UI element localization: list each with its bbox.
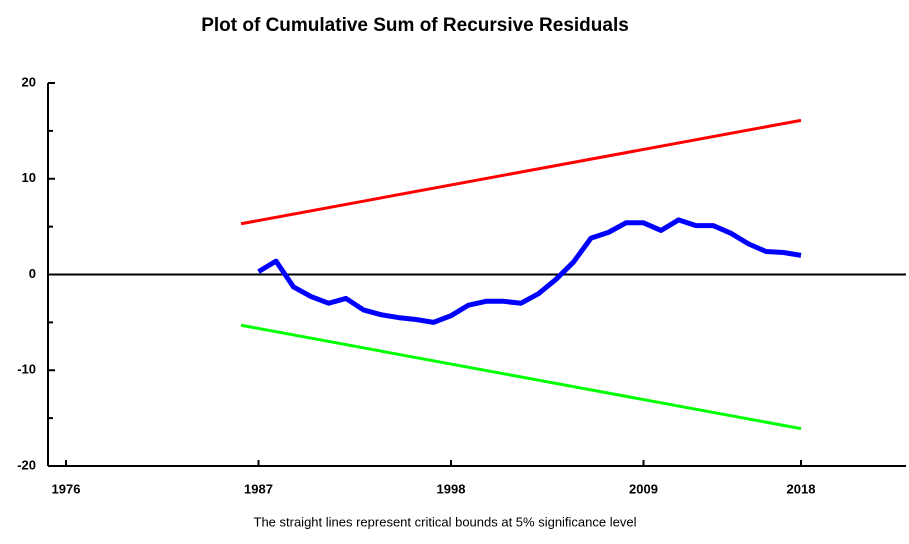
series-line [257, 217, 802, 325]
chart-title: Plot of Cumulative Sum of Recursive Resi… [201, 15, 629, 36]
y-tick-label: 20 [22, 74, 36, 89]
x-tick-label: 2018 [787, 481, 816, 496]
y-tick-label: -10 [17, 362, 36, 377]
y-tick-label: 10 [22, 170, 36, 185]
x-tick-label: 1976 [52, 481, 81, 496]
series-line [240, 323, 802, 431]
y-tick-label: 0 [29, 266, 36, 281]
series-line [240, 118, 802, 226]
x-tick-label: 1987 [244, 481, 273, 496]
x-tick-label: 2009 [629, 481, 658, 496]
y-tick-label: -20 [17, 457, 36, 472]
footnote: The straight lines represent critical bo… [254, 514, 637, 529]
x-tick-label: 1998 [437, 481, 466, 496]
